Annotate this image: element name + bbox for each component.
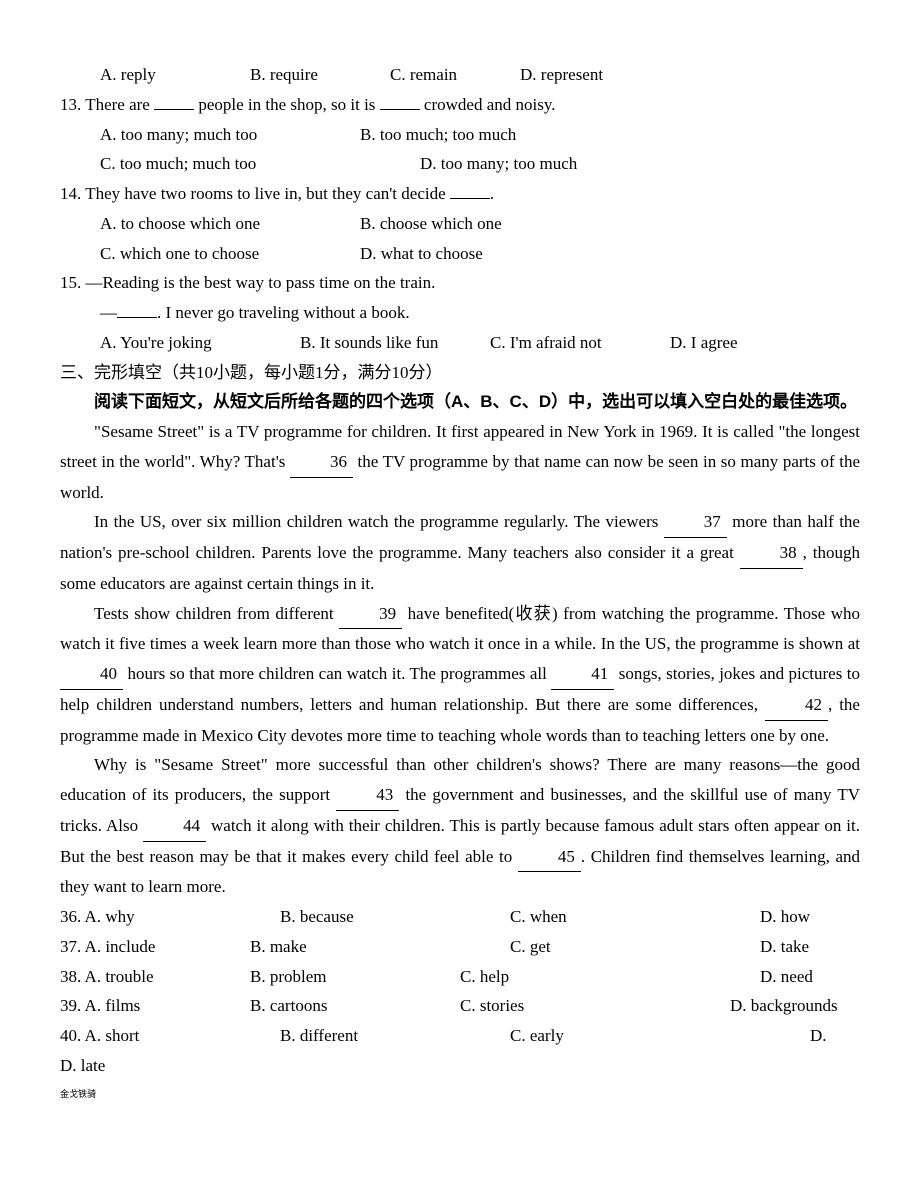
q15-choice-a: A. You're joking [100,328,300,358]
q14-choices-row1: A. to choose which one B. choose which o… [60,209,860,239]
blank-43: 43 [336,780,399,811]
blank-39: 39 [339,599,402,630]
q15-line2-pre: — [100,303,117,322]
blank-q14 [450,181,490,199]
passage-p1: "Sesame Street" is a TV programme for ch… [60,417,860,507]
c39-b: B. cartoons [250,991,460,1021]
c38-c: C. help [460,962,760,992]
c40-d: D. late [60,1051,860,1081]
q13-stem-post: crowded and noisy. [420,95,556,114]
q13-stem-mid: people in the shop, so it is [194,95,380,114]
page-footer: 金戈铁骑 [60,1087,860,1103]
q12-choice-c: C. remain [390,60,520,90]
c40-d-prefix: D. [810,1021,840,1051]
cloze-passage: "Sesame Street" is a TV programme for ch… [60,417,860,902]
q13-choice-b: B. too much; too much [360,120,516,150]
q15-choice-d: D. I agree [670,328,738,358]
q12-choice-b: B. require [250,60,390,90]
c40-b: B. different [280,1021,510,1051]
c37-d: D. take [760,932,809,962]
q15-choice-b: B. It sounds like fun [300,328,490,358]
cloze-row-40: 40. A. short B. different C. early D. D.… [60,1021,860,1081]
blank-41: 41 [551,659,614,690]
q12-choice-a: A. reply [100,60,250,90]
q14-choice-d: D. what to choose [360,239,483,269]
blank-q13-1 [154,92,194,110]
blank-37: 37 [664,507,727,538]
blank-45: 45 [518,842,581,873]
q15-line2: — . I never go traveling without a book. [60,298,860,328]
q12-choice-d: D. represent [520,60,603,90]
c37-b: B. make [250,932,510,962]
c38-d: D. need [760,962,813,992]
section3-title: 三、完形填空（共10小题，每小题1分，满分10分） [60,358,860,388]
q13-choices-row1: A. too many; much too B. too much; too m… [60,120,860,150]
q13-choice-d: D. too many; too much [420,149,577,179]
p3c: hours so that more children can watch it… [123,664,551,683]
q14-stem: 14. They have two rooms to live in, but … [60,179,860,209]
blank-40: 40 [60,659,123,690]
c40-c: C. early [510,1021,810,1051]
blank-42: 42 [765,690,828,721]
passage-p2: In the US, over six million children wat… [60,507,860,598]
q14-choices-row2: C. which one to choose D. what to choose [60,239,860,269]
q12-choices: A. reply B. require C. remain D. represe… [60,60,860,90]
p2a: In the US, over six million children wat… [94,512,664,531]
q15-choices: A. You're joking B. It sounds like fun C… [60,328,860,358]
q14-choice-c: C. which one to choose [100,239,360,269]
cloze-row-38: 38. A. trouble B. problem C. help D. nee… [60,962,860,992]
c39-d: D. backgrounds [730,991,838,1021]
q14-choice-a: A. to choose which one [100,209,360,239]
q13-choice-a: A. too many; much too [100,120,360,150]
passage-p3: Tests show children from different 39 ha… [60,599,860,751]
c38-a: 38. A. trouble [60,962,250,992]
c36-a: 36. A. why [60,902,280,932]
blank-38: 38 [740,538,803,569]
q13-choice-c: C. too much; much too [100,149,420,179]
q13-stem-pre: 13. There are [60,95,154,114]
q15-line2-post: . I never go traveling without a book. [157,303,410,322]
c39-c: C. stories [460,991,730,1021]
c37-c: C. get [510,932,760,962]
cloze-row-36: 36. A. why B. because C. when D. how [60,902,860,932]
cloze-row-39: 39. A. films B. cartoons C. stories D. b… [60,991,860,1021]
c38-b: B. problem [250,962,460,992]
c39-a: 39. A. films [60,991,250,1021]
c37-a: 37. A. include [60,932,250,962]
q15-line1: 15. —Reading is the best way to pass tim… [60,268,860,298]
c40-a: 40. A. short [60,1021,280,1051]
p3a: Tests show children from different [94,604,339,623]
q13-stem: 13. There are people in the shop, so it … [60,90,860,120]
c36-d: D. how [760,902,810,932]
q15-choice-c: C. I'm afraid not [490,328,670,358]
section3-instructions: 阅读下面短文，从短文后所给各题的四个选项（A、B、C、D）中，选出可以填入空白处… [60,387,860,417]
q14-stem-post: . [490,184,494,203]
cloze-row-37: 37. A. include B. make C. get D. take [60,932,860,962]
blank-44: 44 [143,811,206,842]
passage-p4: Why is "Sesame Street" more successful t… [60,750,860,902]
q14-choice-b: B. choose which one [360,209,502,239]
blank-36: 36 [290,447,353,478]
q13-choices-row2: C. too much; much too D. too many; too m… [60,149,860,179]
blank-q15 [117,300,157,318]
c36-b: B. because [280,902,510,932]
q14-stem-pre: 14. They have two rooms to live in, but … [60,184,450,203]
blank-q13-2 [380,92,420,110]
c36-c: C. when [510,902,760,932]
